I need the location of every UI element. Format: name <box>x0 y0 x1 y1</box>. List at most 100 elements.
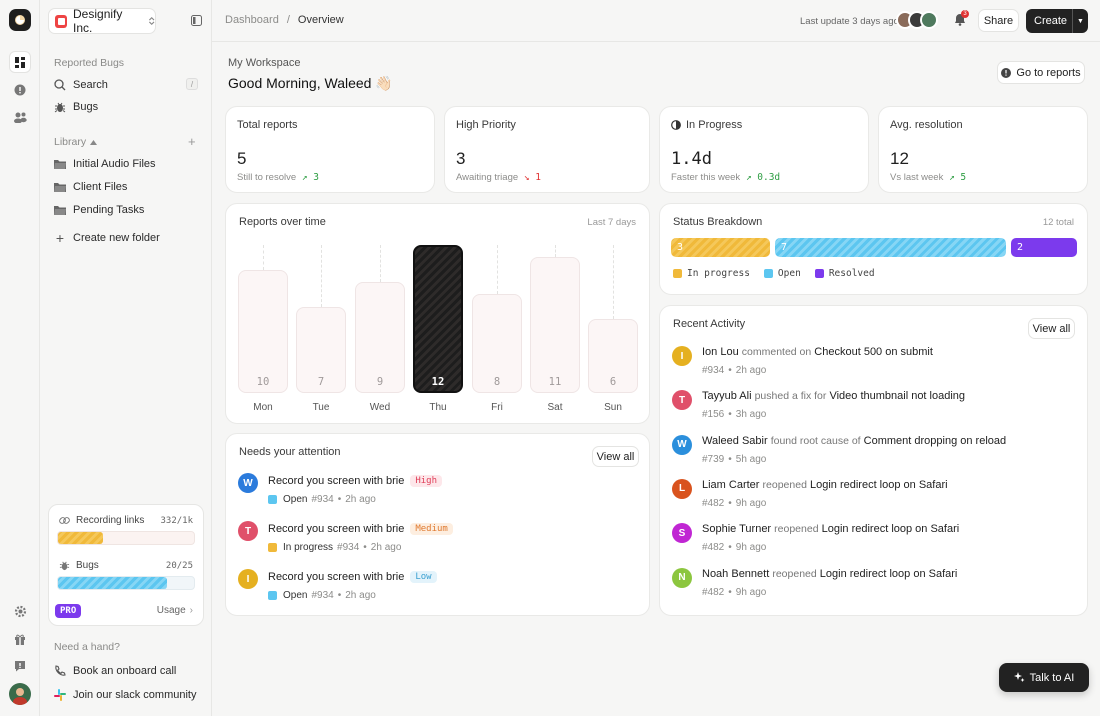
issue-time: 3h ago <box>735 409 767 421</box>
app-logo-icon[interactable] <box>9 9 31 31</box>
activity-item[interactable]: L Liam Carter reopened Login redirect loo… <box>672 477 1077 515</box>
status-segment-in-progress[interactable]: 3 <box>671 238 770 257</box>
create-folder-button[interactable]: + Create new folder <box>54 229 160 247</box>
bar-thu[interactable] <box>413 245 463 393</box>
attention-item[interactable]: W Record you screen with brie High Open #934… <box>238 473 638 513</box>
activity-item[interactable]: S Sophie Turner reopened Login redirect l… <box>672 521 1077 559</box>
phone-icon <box>55 665 66 676</box>
attention-view-all-button[interactable]: View all <box>592 446 639 467</box>
avatar: L <box>672 478 692 499</box>
activity-item[interactable]: W Waleed Sabir found root cause of Commen… <box>672 433 1077 471</box>
issue-id: #934 <box>702 365 725 376</box>
activity-item[interactable]: T Tayyub Ali pushed a fix for Video thumb… <box>672 388 1077 426</box>
folder-label: Client Files <box>73 181 128 193</box>
status-swatch <box>268 543 277 552</box>
status-segment-resolved[interactable]: 2 <box>1011 238 1077 257</box>
priority-badge: High <box>410 475 443 487</box>
folder-item[interactable]: Client Files <box>54 178 127 196</box>
attention-item-title-text: Record you screen with brie <box>268 571 405 583</box>
attention-item[interactable]: T Record you screen with brie Medium In pro… <box>238 521 638 561</box>
bar-category-label: Tue <box>312 402 330 413</box>
slack-link[interactable]: Join our slack community <box>54 686 197 704</box>
activity-target[interactable]: Video thumbnail not loading <box>829 390 966 403</box>
dashboard-icon[interactable] <box>9 51 31 73</box>
activity-item[interactable]: I Ion Lou commented on Checkout 500 on su… <box>672 344 1077 382</box>
book-call-link[interactable]: Book an onboard call <box>54 662 176 680</box>
half-circle-icon <box>671 120 681 130</box>
add-folder-icon[interactable]: + <box>188 134 196 149</box>
stat-trend: ↗ 0.3d <box>745 172 781 183</box>
info-icon <box>1001 67 1012 78</box>
avatar: W <box>238 473 258 493</box>
issue-id: #156 <box>702 409 725 421</box>
notification-count: 3 <box>961 10 969 18</box>
activity-view-all-button[interactable]: View all <box>1028 318 1075 339</box>
sidebar-item-bugs[interactable]: Bugs <box>54 98 98 116</box>
issue-time: 2h ago <box>370 542 402 553</box>
talk-to-ai-button[interactable]: Talk to AI <box>999 663 1089 692</box>
activity-text: Waleed Sabir found root cause of Comment… <box>702 435 1006 447</box>
notification-bell[interactable]: 3 <box>954 10 969 27</box>
user-avatar[interactable] <box>9 683 31 705</box>
bar-fri[interactable] <box>472 294 522 393</box>
create-button[interactable]: Create ▼ <box>1026 9 1088 33</box>
activity-target[interactable]: Login redirect loop on Safari <box>809 478 948 491</box>
status-segment-open[interactable]: 7 <box>775 238 1006 257</box>
bar-value-label: 6 <box>609 376 617 388</box>
activity-target[interactable]: Checkout 500 on submit <box>814 346 933 358</box>
sparkle-icon <box>1013 672 1025 682</box>
bar-tue[interactable] <box>296 307 346 393</box>
activity-meta: #934 • 2h ago <box>702 365 766 376</box>
sidebar-item-search[interactable]: Search <box>54 76 108 94</box>
bugs-usage-track <box>57 576 195 590</box>
library-title[interactable]: Library <box>54 136 98 148</box>
pro-badge: PRO <box>55 604 82 618</box>
attention-title: Needs your attention <box>239 446 341 458</box>
caret-down-icon[interactable]: ▼ <box>1077 17 1084 25</box>
activity-item[interactable]: N Noah Bennett reopened Login redirect lo… <box>672 566 1077 604</box>
usage-link[interactable]: Usage › <box>157 605 193 616</box>
activity-user: Noah Bennett <box>702 567 770 580</box>
stat-sub-text: Faster this week <box>671 172 741 183</box>
folder-icon <box>54 182 66 192</box>
breadcrumb-root[interactable]: Dashboard <box>225 14 279 26</box>
go-to-reports-button[interactable]: Go to reports <box>997 61 1085 84</box>
priority-badge: Low <box>410 571 437 583</box>
stat-card-avg-resolution: Avg. resolution 12 Vs last week ↗ 5 <box>878 106 1088 193</box>
settings-icon[interactable] <box>9 600 31 622</box>
folder-item[interactable]: Pending Tasks <box>54 201 144 219</box>
meta-dot: • <box>728 453 732 465</box>
share-button[interactable]: Share <box>978 9 1019 32</box>
bar-category-label: Thu <box>429 402 447 413</box>
talk-to-ai-label: Talk to AI <box>1029 671 1075 684</box>
bar-sun[interactable] <box>588 319 638 393</box>
team-icon[interactable] <box>9 106 31 128</box>
feedback-icon[interactable] <box>9 655 31 677</box>
org-switcher[interactable]: Designify Inc. <box>48 7 156 35</box>
gift-icon[interactable] <box>9 628 31 650</box>
alert-icon[interactable] <box>9 79 31 101</box>
book-call-label: Book an onboard call <box>73 665 177 677</box>
bar-wed[interactable] <box>355 282 405 393</box>
bar-sat[interactable] <box>530 257 580 393</box>
issue-time: 9h ago <box>735 586 767 598</box>
recording-links-fill <box>58 532 103 544</box>
activity-meta: #739 • 5h ago <box>702 454 766 465</box>
activity-target[interactable]: Comment dropping on reload <box>863 434 1007 447</box>
activity-target[interactable]: Login redirect loop on Safari <box>819 567 958 580</box>
link-icon <box>59 517 70 524</box>
reports-chart-card: Reports over time Last 7 days 10 Mon 7 Tue 9… <box>225 203 650 424</box>
folder-item[interactable]: Initial Audio Files <box>54 155 156 173</box>
bar-category-label: Wed <box>369 402 391 413</box>
stat-trend: ↗ 3 <box>301 172 319 183</box>
activity-card: Recent Activity View all I Ion Lou commen… <box>659 305 1088 616</box>
activity-target[interactable]: Login redirect loop on Safari <box>821 523 960 536</box>
legend-swatch <box>763 269 773 278</box>
bar-mon[interactable] <box>238 270 288 393</box>
sidebar-toggle-icon[interactable] <box>191 15 202 29</box>
chevron-updown-icon <box>148 16 155 26</box>
activity-verb: found root cause of <box>770 434 861 447</box>
bar-value-label: 9 <box>376 376 384 388</box>
attention-item[interactable]: I Record you screen with brie Low Open #934 •… <box>238 569 638 609</box>
